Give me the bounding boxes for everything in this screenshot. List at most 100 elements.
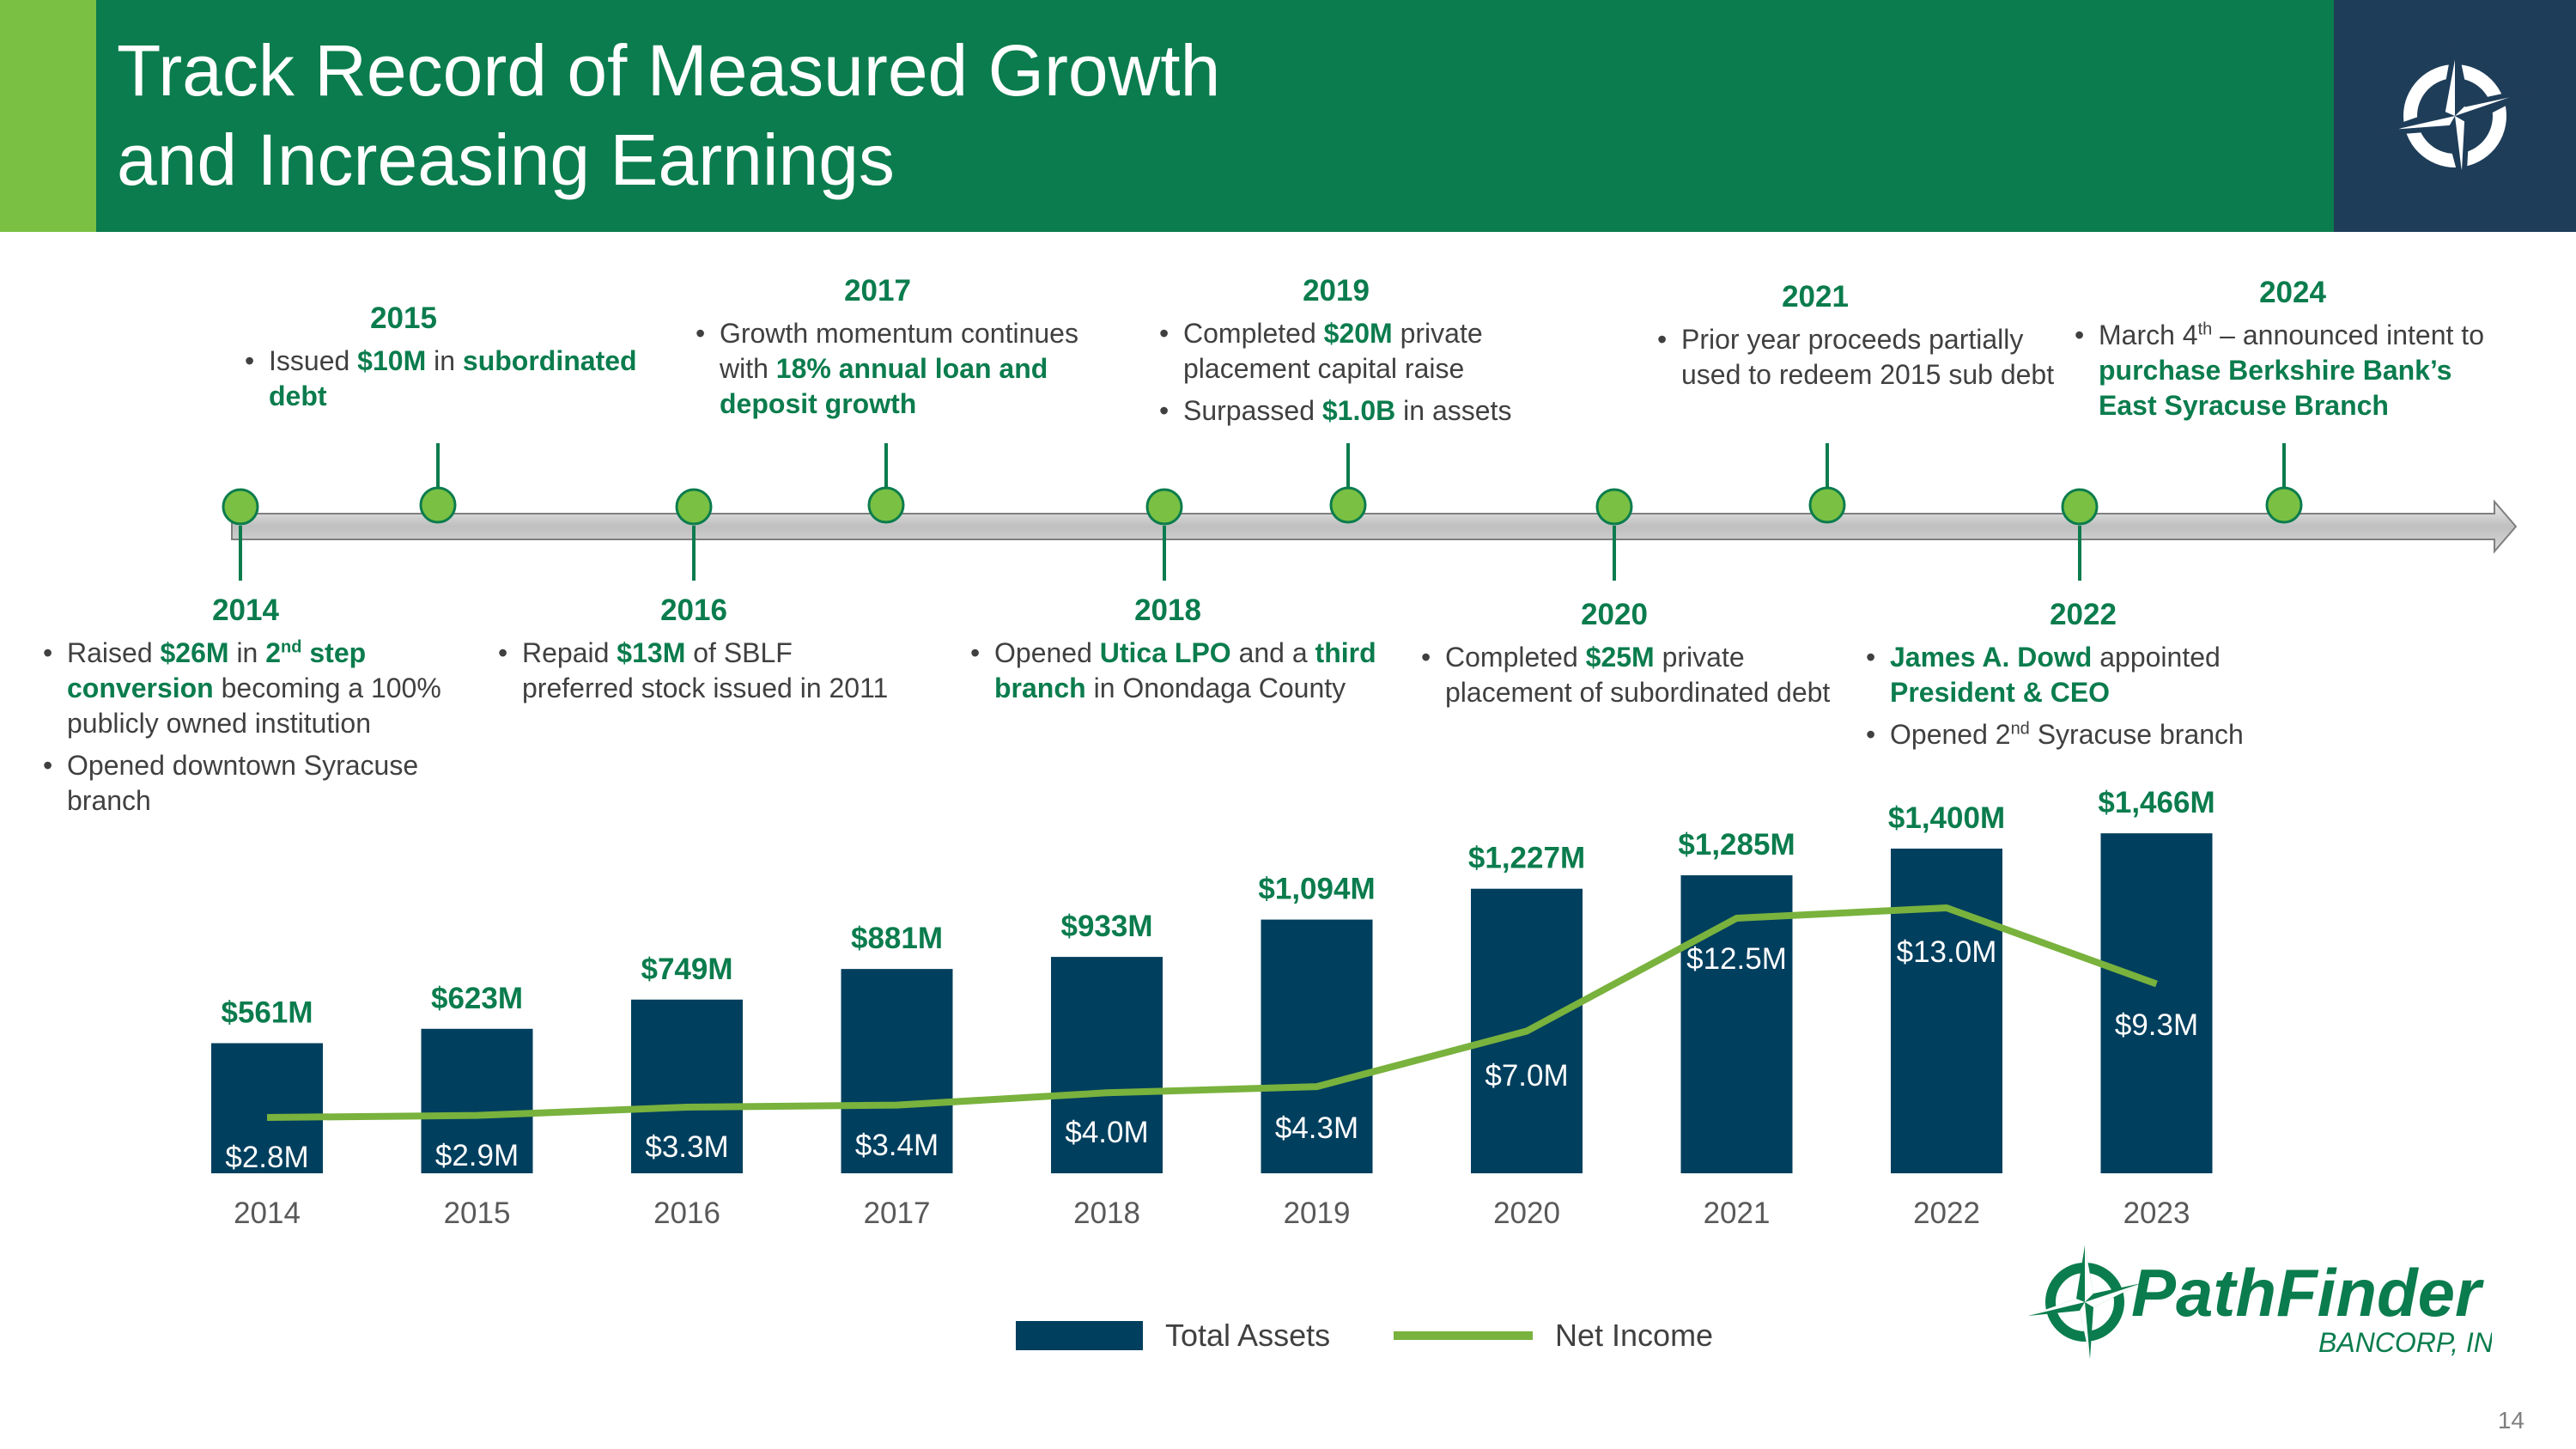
x-tick-label-2022: 2022 [1913,1196,1980,1230]
timeline-event-2021: 2021 Prior year proceeds partially used t… [1657,279,2069,399]
x-tick-label-2016: 2016 [653,1196,720,1230]
event-bullet: Completed $20M private placement capital… [1159,316,1571,387]
timeline-marker-2018 [1145,488,1183,526]
event-bullet: Repaid $13M of SBLF preferred stock issu… [498,636,910,706]
timeline-marker-2024 [2265,486,2303,524]
timeline-marker-2019 [1329,486,1367,524]
event-bullet: James A. Dowd appointed President & CEO [1866,640,2278,710]
svg-text:PathFinder: PathFinder [2131,1255,2484,1330]
bar-total-assets-2017 [841,969,953,1173]
page-number: 14 [2497,1407,2524,1434]
timeline-marker-2015 [419,486,457,524]
event-year: 2014 [212,594,279,627]
timeline-marker-2020 [1595,488,1633,526]
bar-total-assets-2018 [1051,957,1163,1173]
bar-total-assets-2023 [2100,833,2213,1173]
timeline-event-2019: 2019 Completed $20M private placement cap… [1159,273,1571,435]
bar-total-assets-2022 [1891,849,2002,1173]
legend-line-swatch [1394,1331,1533,1340]
income-data-label-2022: $13.0M [1897,935,1997,969]
bar-total-assets-2021 [1680,875,1793,1173]
legend-total-assets: Total Assets [1016,1314,1330,1357]
event-bullet: Completed $25M private placement of subo… [1421,640,1833,710]
income-data-label-2014: $2.8M [225,1141,308,1174]
event-year: 2021 [1782,280,1849,314]
assets-data-label-2020: $1,227M [1468,842,1585,875]
income-data-label-2019: $4.3M [1275,1111,1358,1145]
header-bar [96,0,2334,232]
income-data-label-2021: $12.5M [1686,942,1787,976]
timeline-event-2015: 2015 Issued $10M in subordinated debt [245,301,657,421]
net-income-line [266,904,2158,1121]
bar-total-assets-2015 [421,1028,533,1173]
assets-data-label-2015: $623M [431,982,523,1015]
event-year: 2015 [370,301,437,335]
legend-bar-swatch [1016,1321,1143,1350]
x-tick-label-2017: 2017 [864,1196,931,1230]
legend-net-income: Net Income [1394,1314,1713,1357]
legend-assets-label: Total Assets [1165,1318,1331,1353]
timeline-event-2022: 2022 James A. Dowd appointed President & … [1866,597,2278,759]
event-year: 2018 [1134,594,1201,627]
event-bullet: Opened 2nd Syracuse branch [1866,717,2278,752]
event-bullet: Raised $26M in 2nd step conversion becom… [43,636,455,741]
title-line-2: and Increasing Earnings [117,119,895,200]
event-year: 2019 [1303,274,1370,307]
timeline-marker-2016 [675,488,713,526]
x-tick-label-2023: 2023 [2123,1196,2190,1230]
event-bullet: Opened Utica LPO and a third branch in O… [970,636,1382,706]
svg-text:BANCORP, INC.: BANCORP, INC. [2318,1327,2492,1358]
timeline-event-2020: 2020 Completed $25M private placement of … [1421,597,1833,717]
event-bullet: Growth momentum continues with 18% annua… [696,316,1108,422]
timeline-event-2014: 2014 Raised $26M in 2nd step conversion b… [43,593,455,825]
bar-total-assets-2019 [1261,919,1373,1173]
timeline-graphic [222,443,2518,581]
event-year: 2024 [2259,276,2326,309]
event-bullet: Prior year proceeds partially used to re… [1657,322,2069,393]
assets-data-label-2023: $1,466M [2098,786,2215,819]
income-data-label-2020: $7.0M [1485,1059,1568,1093]
income-data-label-2023: $9.3M [2115,1008,2198,1042]
event-bullet: Surpassed $1.0B in assets [1159,393,1571,429]
assets-data-label-2014: $561M [221,996,313,1030]
pathfinder-logo: PathFinder BANCORP, INC. [2028,1245,2492,1359]
x-tick-label-2014: 2014 [234,1196,301,1230]
assets-data-label-2021: $1,285M [1678,828,1795,861]
timeline-marker-2022 [2061,488,2099,526]
event-year: 2020 [1581,598,1648,631]
event-bullet: March 4th – announced intent to purchase… [2075,318,2487,423]
income-data-label-2017: $3.4M [855,1129,939,1162]
bar-total-assets-2016 [631,999,743,1173]
event-year: 2016 [660,594,727,627]
legend-income-label: Net Income [1555,1318,1714,1353]
header-accent-stripe [0,0,96,232]
timeline-marker-2021 [1808,486,1846,524]
timeline-marker-2014 [222,488,259,526]
timeline-event-2017: 2017 Growth momentum continues with 18% a… [696,273,1108,429]
timeline-event-2024: 2024 March 4th – announced intent to purc… [2075,275,2487,430]
x-tick-label-2018: 2018 [1073,1196,1140,1230]
timeline-event-2016: 2016 Repaid $13M of SBLF preferred stock … [498,593,910,713]
timeline-arrow [231,499,2518,554]
assets-data-label-2022: $1,400M [1888,801,2005,835]
income-data-label-2015: $2.9M [435,1139,519,1172]
assets-data-label-2019: $1,094M [1258,873,1375,906]
event-year: 2022 [2050,598,2117,631]
title-line-1: Track Record of Measured Growth [117,30,1221,111]
x-tick-label-2020: 2020 [1493,1196,1560,1230]
assets-data-label-2017: $881M [851,922,943,955]
bar-total-assets-2014 [211,1043,323,1173]
x-tick-label-2021: 2021 [1704,1196,1771,1230]
header-logo-box [2334,0,2576,232]
income-data-label-2018: $4.0M [1065,1116,1148,1149]
timeline-marker-2017 [867,486,905,524]
assets-data-label-2016: $749M [641,953,732,986]
assets-data-label-2018: $933M [1060,910,1152,943]
income-data-label-2016: $3.3M [645,1130,728,1164]
x-tick-label-2015: 2015 [444,1196,511,1230]
x-tick-label-2019: 2019 [1284,1196,1351,1230]
page-title: Track Record of Measured Growth and Incr… [117,26,1220,204]
event-bullet: Issued $10M in subordinated debt [245,344,657,414]
event-bullet: Opened downtown Syracuse branch [43,748,455,819]
